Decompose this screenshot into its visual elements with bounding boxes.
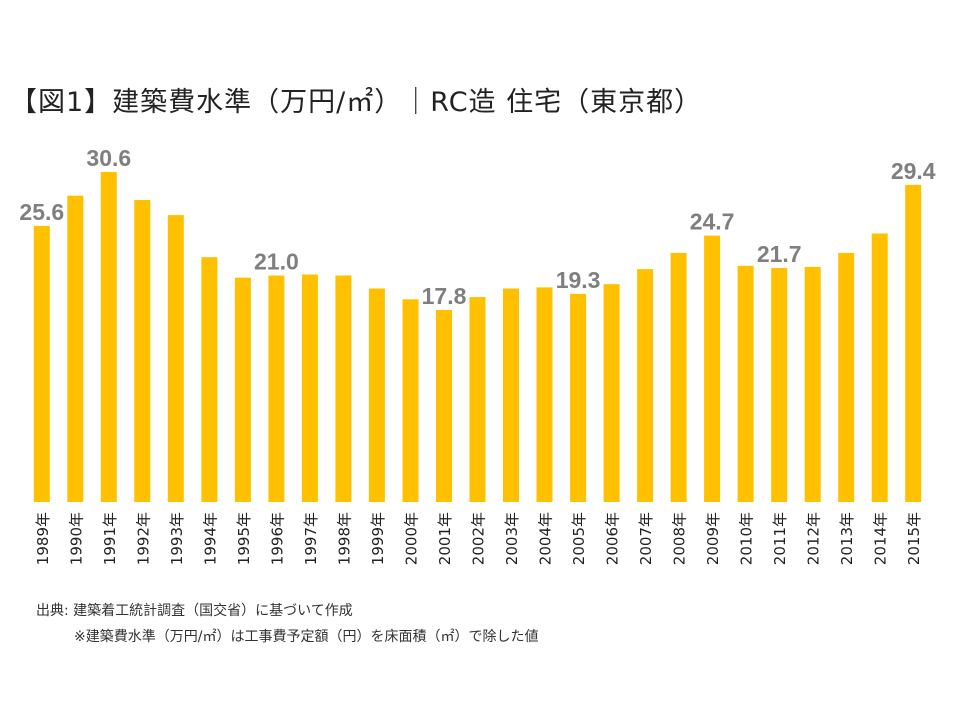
tick-label-2003年: 2003年	[503, 512, 521, 565]
tick-label-1996年: 1996年	[268, 512, 286, 565]
tick-label-2008年: 2008年	[671, 512, 689, 565]
bar-2000年	[402, 299, 419, 502]
bar-1995年	[234, 277, 251, 502]
category-tick-labels-group: 1989年 1990年 1991年 1992年 1993年 1994年 1995年 1996年…	[34, 512, 923, 565]
data-label-2001年: 17.8	[422, 283, 467, 309]
bar-2007年	[637, 269, 654, 502]
bar-1999年	[368, 288, 385, 502]
bar-1989年	[33, 225, 50, 502]
bar-1996年	[268, 275, 285, 502]
tick-label-2011年: 2011年	[771, 512, 789, 565]
bar-2011年	[771, 268, 788, 502]
bar-2006年	[603, 284, 620, 502]
bar-1992年	[134, 200, 151, 502]
tick-label-1990年: 1990年	[67, 512, 85, 565]
chart-title: 【図1】建築費水準（万円/㎡）｜RC造 住宅（東京都）	[10, 87, 703, 118]
bar-1994年	[201, 257, 218, 502]
tick-label-2002年: 2002年	[470, 512, 488, 565]
tick-label-1993年: 1993年	[168, 512, 186, 565]
data-label-2009年: 24.7	[690, 209, 735, 235]
tick-label-2012年: 2012年	[805, 512, 823, 565]
bar-2014年	[871, 233, 888, 502]
tick-label-2013年: 2013年	[838, 512, 856, 565]
bar-1991年	[100, 172, 117, 502]
tick-label-1991年: 1991年	[101, 512, 119, 565]
bars-group	[33, 172, 922, 502]
data-label-2011年: 21.7	[757, 241, 802, 267]
bar-2005年	[570, 293, 587, 502]
source-note: 出典: 建築着工統計調査（国交省）に基づいて作成	[36, 603, 353, 619]
data-label-2015年: 29.4	[891, 158, 936, 184]
tick-label-1989年: 1989年	[34, 512, 52, 565]
bar-2012年	[804, 266, 821, 502]
tick-label-1994年: 1994年	[201, 512, 219, 565]
bar-2009年	[704, 235, 721, 502]
bar-1993年	[167, 215, 184, 502]
data-label-1996年: 21.0	[254, 249, 299, 275]
tick-label-2009年: 2009年	[704, 512, 722, 565]
tick-label-2014年: 2014年	[872, 512, 890, 565]
bar-2004年	[536, 287, 553, 502]
tick-label-2001年: 2001年	[436, 512, 454, 565]
tick-label-1997年: 1997年	[302, 512, 320, 565]
bar-1990年	[67, 195, 84, 502]
tick-label-1992年: 1992年	[134, 512, 152, 565]
bar-2015年	[905, 184, 922, 502]
tick-label-2010年: 2010年	[738, 512, 756, 565]
tick-label-2005年: 2005年	[570, 512, 588, 565]
data-label-2005年: 19.3	[556, 267, 601, 293]
bar-1997年	[301, 274, 318, 502]
bar-2003年	[503, 288, 519, 502]
value-labels-group: 25.6 30.6 21.0 17.8 19.3 24.7 21.7 29.4	[19, 145, 935, 309]
bar-2001年	[436, 310, 452, 502]
tick-label-2006年: 2006年	[604, 512, 622, 565]
bar-2008年	[670, 252, 687, 502]
data-label-1989年: 25.6	[19, 199, 64, 225]
bar-2013年	[838, 252, 855, 502]
bar-chart: 25.630.621.017.819.324.721.729.4 1989年 19…	[19, 145, 935, 565]
footnote: ※建築費水準（万円/㎡）は工事費予定額（円）を床面積（㎡）で除した値	[74, 629, 539, 645]
data-label-1991年: 30.6	[86, 145, 131, 171]
tick-label-1995年: 1995年	[235, 512, 253, 565]
tick-label-1999年: 1999年	[369, 512, 387, 565]
bar-2002年	[469, 297, 486, 502]
tick-label-2015年: 2015年	[905, 512, 923, 565]
tick-label-2004年: 2004年	[537, 512, 555, 565]
tick-label-1998年: 1998年	[335, 512, 353, 565]
tick-label-2000年: 2000年	[403, 512, 421, 565]
bar-2010年	[737, 265, 754, 502]
tick-label-2007年: 2007年	[637, 512, 655, 565]
bar-1998年	[335, 275, 352, 502]
